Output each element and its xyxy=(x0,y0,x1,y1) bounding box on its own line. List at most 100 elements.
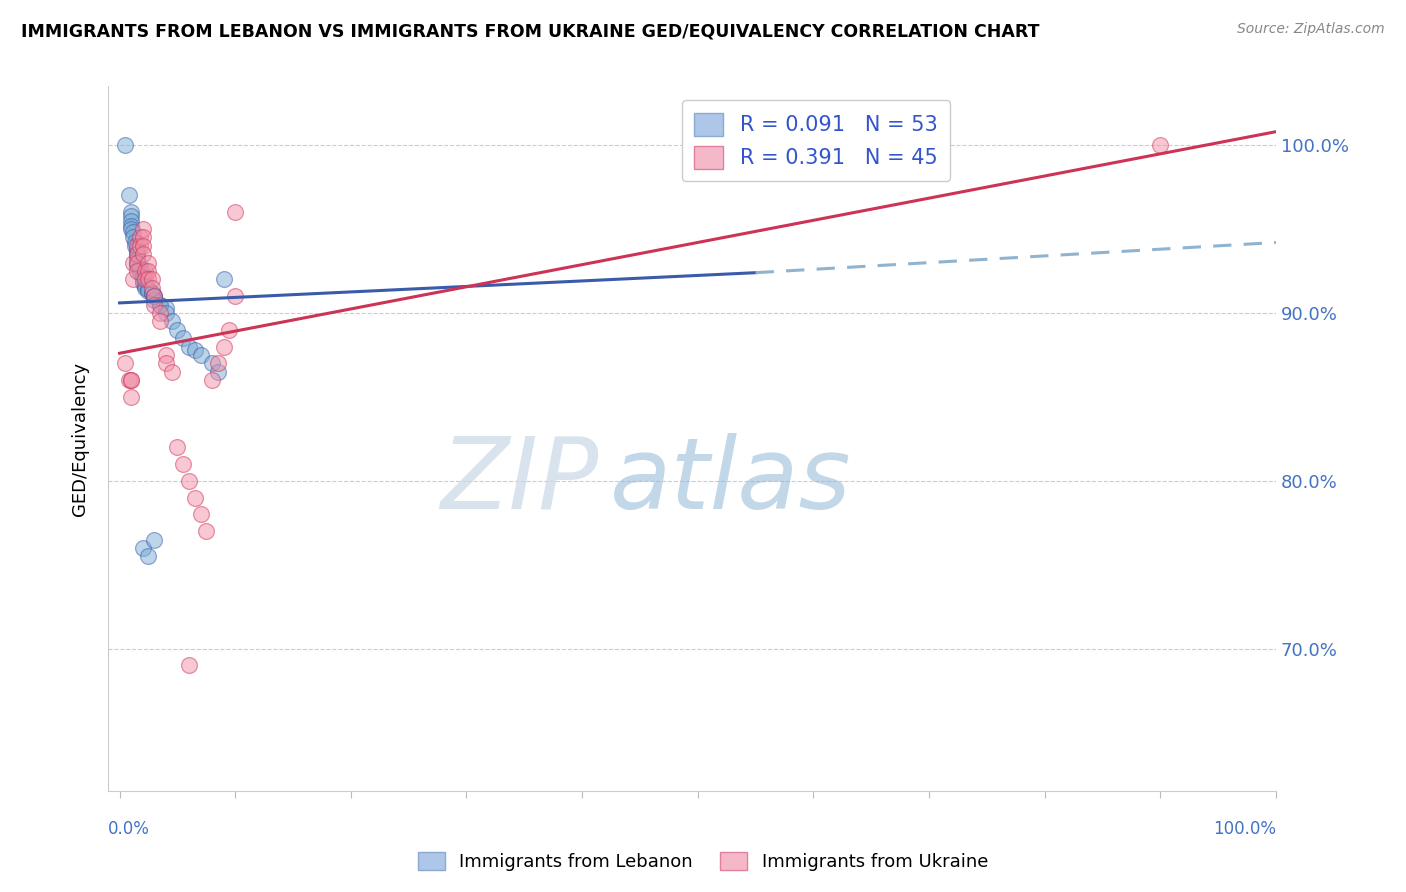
Point xyxy=(143,289,166,303)
Point xyxy=(207,356,229,370)
Point xyxy=(141,272,163,286)
Point xyxy=(131,268,153,283)
Point xyxy=(143,533,166,547)
Point xyxy=(143,289,166,303)
Point xyxy=(120,373,142,387)
Point xyxy=(129,264,152,278)
Point xyxy=(129,230,152,244)
Point xyxy=(122,226,145,240)
Point xyxy=(129,266,152,280)
Point xyxy=(172,331,194,345)
Point xyxy=(155,348,177,362)
Point xyxy=(141,285,163,300)
Point xyxy=(138,264,160,278)
Point xyxy=(131,268,153,282)
Point xyxy=(125,259,148,273)
Point xyxy=(131,272,153,286)
Point xyxy=(166,323,188,337)
Point xyxy=(138,549,160,564)
Point xyxy=(125,264,148,278)
Point xyxy=(129,239,152,253)
Text: atlas: atlas xyxy=(610,433,852,530)
Point xyxy=(160,365,183,379)
Point xyxy=(120,213,142,227)
Point xyxy=(125,242,148,256)
Point xyxy=(120,222,142,236)
Point xyxy=(160,314,183,328)
Point xyxy=(1149,138,1171,153)
Point xyxy=(155,301,177,315)
Point xyxy=(124,235,146,250)
Point xyxy=(120,219,142,233)
Point xyxy=(118,188,141,202)
Point xyxy=(143,289,166,303)
Point xyxy=(207,365,229,379)
Point xyxy=(155,306,177,320)
Point xyxy=(114,138,136,153)
Point xyxy=(201,373,224,387)
Text: ZIP: ZIP xyxy=(440,433,599,530)
Point xyxy=(166,440,188,454)
Point xyxy=(183,343,205,357)
Point xyxy=(190,508,212,522)
Point xyxy=(122,272,145,286)
Point xyxy=(131,222,153,236)
Point xyxy=(183,491,205,505)
Y-axis label: GED/Equivalency: GED/Equivalency xyxy=(72,362,89,516)
Point xyxy=(131,247,153,261)
Point xyxy=(131,276,153,290)
Text: 100.0%: 100.0% xyxy=(1213,820,1277,838)
Point xyxy=(125,245,148,260)
Point xyxy=(134,279,156,293)
Point xyxy=(155,356,177,370)
Point xyxy=(143,293,166,307)
Legend: R = 0.091   N = 53, R = 0.391   N = 45: R = 0.091 N = 53, R = 0.391 N = 45 xyxy=(682,100,950,181)
Point xyxy=(134,272,156,286)
Point xyxy=(224,289,246,303)
Point xyxy=(120,205,142,219)
Point xyxy=(125,247,148,261)
Point xyxy=(177,658,200,673)
Point xyxy=(201,356,224,370)
Point xyxy=(134,277,156,292)
Point xyxy=(138,255,160,269)
Text: IMMIGRANTS FROM LEBANON VS IMMIGRANTS FROM UKRAINE GED/EQUIVALENCY CORRELATION C: IMMIGRANTS FROM LEBANON VS IMMIGRANTS FR… xyxy=(21,22,1039,40)
Point xyxy=(124,239,146,253)
Point xyxy=(125,252,148,267)
Point xyxy=(129,262,152,277)
Point xyxy=(129,259,152,273)
Point xyxy=(141,285,163,300)
Text: 0.0%: 0.0% xyxy=(108,820,150,838)
Point xyxy=(125,239,148,253)
Point xyxy=(138,284,160,298)
Point xyxy=(177,340,200,354)
Point xyxy=(131,541,153,555)
Point xyxy=(212,340,235,354)
Point xyxy=(125,255,148,269)
Point xyxy=(138,272,160,286)
Point xyxy=(120,390,142,404)
Point xyxy=(120,209,142,223)
Point xyxy=(190,348,212,362)
Point xyxy=(134,264,156,278)
Point xyxy=(143,297,166,311)
Point xyxy=(177,474,200,488)
Point xyxy=(134,281,156,295)
Point xyxy=(125,255,148,269)
Point xyxy=(172,457,194,471)
Text: Source: ZipAtlas.com: Source: ZipAtlas.com xyxy=(1237,22,1385,37)
Point xyxy=(224,205,246,219)
Point xyxy=(149,306,172,320)
Point xyxy=(149,297,172,311)
Point xyxy=(195,524,218,539)
Point xyxy=(138,283,160,297)
Point xyxy=(114,356,136,370)
Point xyxy=(149,314,172,328)
Point xyxy=(122,255,145,269)
Point xyxy=(212,272,235,286)
Point xyxy=(131,230,153,244)
Point xyxy=(131,239,153,253)
Legend: Immigrants from Lebanon, Immigrants from Ukraine: Immigrants from Lebanon, Immigrants from… xyxy=(411,845,995,879)
Point xyxy=(131,274,153,288)
Point xyxy=(118,373,141,387)
